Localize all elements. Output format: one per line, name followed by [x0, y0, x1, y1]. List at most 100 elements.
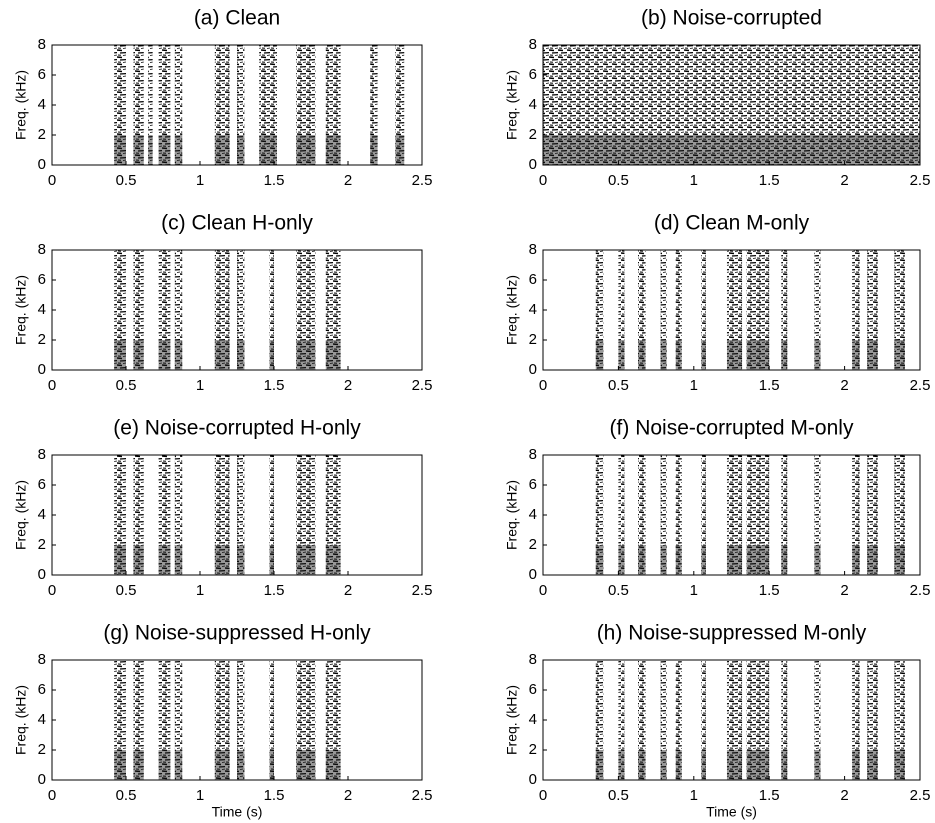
low-band-energy — [726, 340, 743, 370]
spectral-energy — [726, 455, 743, 575]
y-tick-label: 4 — [529, 96, 537, 113]
spectral-energy — [781, 455, 788, 575]
low-band-energy — [214, 135, 230, 165]
spectral-energy — [618, 250, 625, 370]
spectral-energy — [595, 660, 604, 780]
x-tick-label: 2.5 — [412, 377, 433, 394]
x-tick-label: 2 — [344, 582, 352, 599]
x-tick-label: 0 — [48, 582, 56, 599]
spectral-energy — [867, 250, 878, 370]
y-tick-label: 8 — [529, 36, 537, 53]
y-tick-label: 4 — [38, 506, 46, 523]
low-band-energy — [746, 750, 770, 780]
y-tick-label: 2 — [38, 536, 46, 553]
x-tick-label: 1 — [196, 787, 204, 804]
spectral-energy — [174, 660, 183, 780]
spectral-energy — [158, 455, 171, 575]
low-band-energy — [814, 750, 821, 780]
spectral-energy — [618, 660, 625, 780]
low-band-energy — [325, 750, 341, 780]
low-band-energy — [148, 135, 153, 165]
y-tick-label: 2 — [38, 331, 46, 348]
y-tick-label: 8 — [529, 241, 537, 258]
x-tick-label: 0 — [539, 172, 547, 189]
low-band-energy — [269, 340, 274, 370]
panel-title: (h) Noise-suppressed M-only — [597, 622, 867, 645]
x-tick-label: 1.5 — [264, 787, 285, 804]
x-tick-label: 2 — [840, 172, 848, 189]
low-band-energy — [746, 545, 770, 575]
spectral-energy — [781, 660, 788, 780]
y-tick-label: 4 — [529, 301, 537, 318]
y-axis-label: Freq. (kHz) — [13, 275, 29, 345]
low-band-energy — [133, 135, 144, 165]
low-band-energy — [726, 750, 743, 780]
spectral-energy — [325, 250, 341, 370]
y-axis-label: Freq. (kHz) — [504, 275, 520, 345]
spectral-energy — [395, 45, 405, 165]
low-band-energy — [395, 135, 405, 165]
low-band-energy — [595, 340, 604, 370]
low-band-energy — [174, 750, 183, 780]
spectral-energy — [894, 455, 905, 575]
x-tick-label: 1 — [690, 787, 698, 804]
x-tick-label: 0.5 — [116, 582, 137, 599]
low-band-energy — [726, 545, 743, 575]
low-band-energy — [618, 545, 625, 575]
y-tick-label: 2 — [529, 126, 537, 143]
low-band-energy — [660, 340, 667, 370]
x-tick-label: 2.5 — [910, 787, 931, 804]
spectral-energy — [638, 660, 646, 780]
x-tick-label: 0 — [48, 787, 56, 804]
low-band-energy — [237, 545, 245, 575]
x-tick-label: 2.5 — [412, 582, 433, 599]
low-band-energy — [701, 750, 706, 780]
x-axis-label: Time (s) — [706, 804, 757, 820]
y-tick-label: 6 — [529, 681, 537, 698]
x-tick-label: 0 — [539, 582, 547, 599]
low-band-energy — [852, 340, 860, 370]
y-tick-label: 2 — [38, 126, 46, 143]
spectral-energy — [214, 45, 230, 165]
low-band-energy — [296, 135, 316, 165]
spectral-energy — [174, 250, 183, 370]
spectral-energy — [259, 45, 277, 165]
low-band-energy — [894, 750, 905, 780]
low-band-energy — [133, 340, 144, 370]
spectral-energy — [237, 250, 245, 370]
spectral-energy — [852, 660, 860, 780]
x-tick-label: 1 — [196, 582, 204, 599]
low-band-energy — [618, 750, 625, 780]
x-tick-label: 0 — [48, 172, 56, 189]
low-band-energy — [325, 135, 341, 165]
x-tick-label: 0.5 — [608, 787, 629, 804]
spectral-energy — [675, 660, 682, 780]
y-tick-label: 2 — [529, 741, 537, 758]
spectral-energy — [746, 455, 770, 575]
y-axis-label: Freq. (kHz) — [13, 685, 29, 755]
x-tick-label: 1.5 — [264, 377, 285, 394]
low-band-energy — [296, 340, 316, 370]
x-tick-label: 1 — [196, 172, 204, 189]
spectral-energy — [660, 250, 667, 370]
low-band-energy — [325, 545, 341, 575]
spectral-energy — [746, 660, 770, 780]
y-axis-label: Freq. (kHz) — [13, 70, 29, 140]
low-band-energy — [701, 340, 706, 370]
y-axis-label: Freq. (kHz) — [504, 685, 520, 755]
low-band-energy — [269, 750, 274, 780]
y-tick-label: 2 — [529, 536, 537, 553]
y-tick-label: 4 — [529, 506, 537, 523]
spectral-energy — [214, 660, 230, 780]
spectral-energy — [133, 660, 144, 780]
low-band-energy — [675, 545, 682, 575]
spectral-energy — [781, 250, 788, 370]
y-tick-label: 4 — [529, 711, 537, 728]
low-band-energy — [543, 135, 920, 165]
x-tick-label: 2.5 — [910, 582, 931, 599]
spectral-energy — [726, 660, 743, 780]
low-band-energy — [174, 135, 183, 165]
y-tick-label: 2 — [38, 741, 46, 758]
spectral-energy — [746, 250, 770, 370]
